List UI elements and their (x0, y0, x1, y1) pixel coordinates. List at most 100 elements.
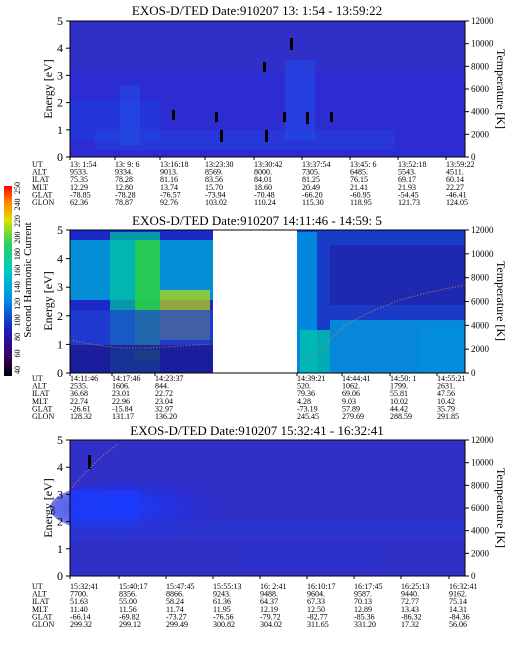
table-cell: 299.49 (166, 620, 188, 629)
table-cell: 55.00 (119, 597, 137, 606)
panel-1-ylabel: Energy [eV] (41, 59, 55, 118)
y-tick-label: 0 (57, 569, 63, 583)
table-cell: 520. (297, 382, 311, 391)
table-cell: 32.97 (155, 404, 173, 413)
table-cell: -86.32 (401, 612, 422, 621)
y2-tick-label: 4000 (471, 107, 490, 117)
table-cell: 78.28 (115, 175, 133, 184)
table-cell: 15:55:13 (213, 582, 241, 591)
table-cell: 13:37:54 (302, 160, 330, 169)
colorbar-tick-label: 220 (13, 215, 22, 227)
table-cell: 331.20 (354, 620, 376, 629)
row-label: GLAT (32, 190, 53, 199)
panel-2-ylabel: Energy [eV] (41, 271, 55, 330)
table-cell: 12.50 (307, 605, 325, 614)
colorbar-tick-label: 80 (13, 333, 22, 341)
table-cell: 22.27 (446, 183, 464, 192)
table-cell: 23.04 (155, 397, 173, 406)
table-cell: 128.32 (70, 412, 92, 421)
table-cell: -54.45 (398, 190, 419, 199)
table-cell: 72.77 (401, 597, 419, 606)
colorbar-tick-label: 40 (13, 366, 22, 374)
table-cell: 69.17 (398, 175, 416, 184)
table-cell: 16: 2:41 (260, 582, 286, 591)
y2-tick-label: 0 (471, 152, 476, 162)
row-label: ILAT (32, 389, 49, 398)
table-cell: 9587. (354, 590, 372, 599)
table-cell: 299.32 (70, 620, 92, 629)
table-cell: 12.29 (70, 183, 88, 192)
y2-tick-label: 10000 (471, 458, 494, 468)
table-cell: 13: 1:54 (70, 160, 96, 169)
table-cell: -78.28 (115, 190, 136, 199)
table-cell: -78.85 (70, 190, 91, 199)
row-label: GLON (32, 412, 54, 421)
table-cell: 56.06 (449, 620, 467, 629)
table-cell: 1799. (390, 382, 408, 391)
table-cell: 124.05 (446, 198, 468, 207)
table-cell: 6485. (350, 168, 368, 177)
y2-tick-label: 6000 (471, 84, 490, 94)
table-cell: 299.12 (119, 620, 141, 629)
table-cell: 291.85 (437, 412, 459, 421)
table-cell: 81.16 (160, 175, 178, 184)
y2-tick-label: 8000 (471, 273, 490, 283)
row-label: GLON (32, 620, 54, 629)
table-cell: 76.15 (350, 175, 368, 184)
y2-tick-label: 10000 (471, 39, 494, 49)
table-cell: -79.72 (260, 612, 281, 621)
y-tick-label: 5 (57, 223, 63, 237)
table-cell: 79.36 (297, 389, 315, 398)
table-cell: 51.63 (70, 597, 88, 606)
colorbar-tick-label: 200 (13, 232, 22, 244)
table-cell: -26.61 (70, 404, 91, 413)
panel-2-spectrogram (69, 230, 466, 373)
table-cell: 35.79 (437, 404, 455, 413)
y-tick-label: 3 (57, 280, 63, 294)
table-cell: 311.65 (307, 620, 329, 629)
table-cell: 16:25:13 (401, 582, 429, 591)
table-cell: 13:30:42 (254, 160, 282, 169)
table-cell: 2631. (437, 382, 455, 391)
colorbar-tick-label: 240 (13, 199, 22, 211)
table-cell: -76.57 (160, 190, 181, 199)
colorbar-tick-label: 100 (13, 314, 22, 326)
table-cell: 23.01 (112, 389, 130, 398)
y2-tick-label: 2000 (471, 344, 490, 354)
colorbar-label: Second Harmonic Current (22, 222, 34, 337)
table-cell: 36.68 (70, 389, 88, 398)
table-cell: 14:17:46 (112, 374, 140, 383)
table-cell: 9162. (449, 590, 467, 599)
table-cell: 15:40:17 (119, 582, 147, 591)
colorbar-tick-label: 120 (13, 298, 22, 310)
colorbar-tick-label: 60 (13, 349, 22, 357)
y-tick-label: 1 (57, 123, 63, 137)
panel-1: EXOS-D/TED Date:910207 13: 1:54 - 13:59:… (32, 3, 505, 207)
table-cell: 22.72 (155, 389, 173, 398)
table-cell: 8569. (205, 168, 223, 177)
table-cell: 14.31 (449, 605, 467, 614)
y-tick-label: 1 (57, 542, 63, 556)
table-cell: 83.56 (205, 175, 223, 184)
table-cell: 13:45: 6 (350, 160, 376, 169)
y-tick-label: 0 (57, 150, 63, 164)
table-cell: 13:59:22 (446, 160, 474, 169)
row-label: MLT (32, 605, 48, 614)
row-label: UT (32, 374, 43, 383)
y2-tick-label: 4000 (471, 320, 490, 330)
y-tick-label: 0 (57, 366, 63, 380)
panel-1-y2label: Temperature [K] (494, 49, 505, 129)
table-cell: 11.95 (213, 605, 231, 614)
table-cell: -73.19 (297, 404, 318, 413)
table-cell: 64.37 (260, 597, 278, 606)
y2-tick-label: 2000 (471, 548, 490, 558)
row-label: ILAT (32, 175, 49, 184)
panel-1-spectrogram (70, 38, 465, 157)
table-cell: 11.74 (166, 605, 184, 614)
table-cell: 15.70 (205, 183, 223, 192)
table-cell: 9334. (115, 168, 133, 177)
y-tick-label: 4 (57, 41, 63, 55)
panel-3-title: EXOS-D/TED Date:910207 15:32:41 - 16:32:… (130, 423, 383, 438)
table-cell: 47.56 (437, 389, 455, 398)
table-cell: 14:50: 1 (390, 374, 416, 383)
